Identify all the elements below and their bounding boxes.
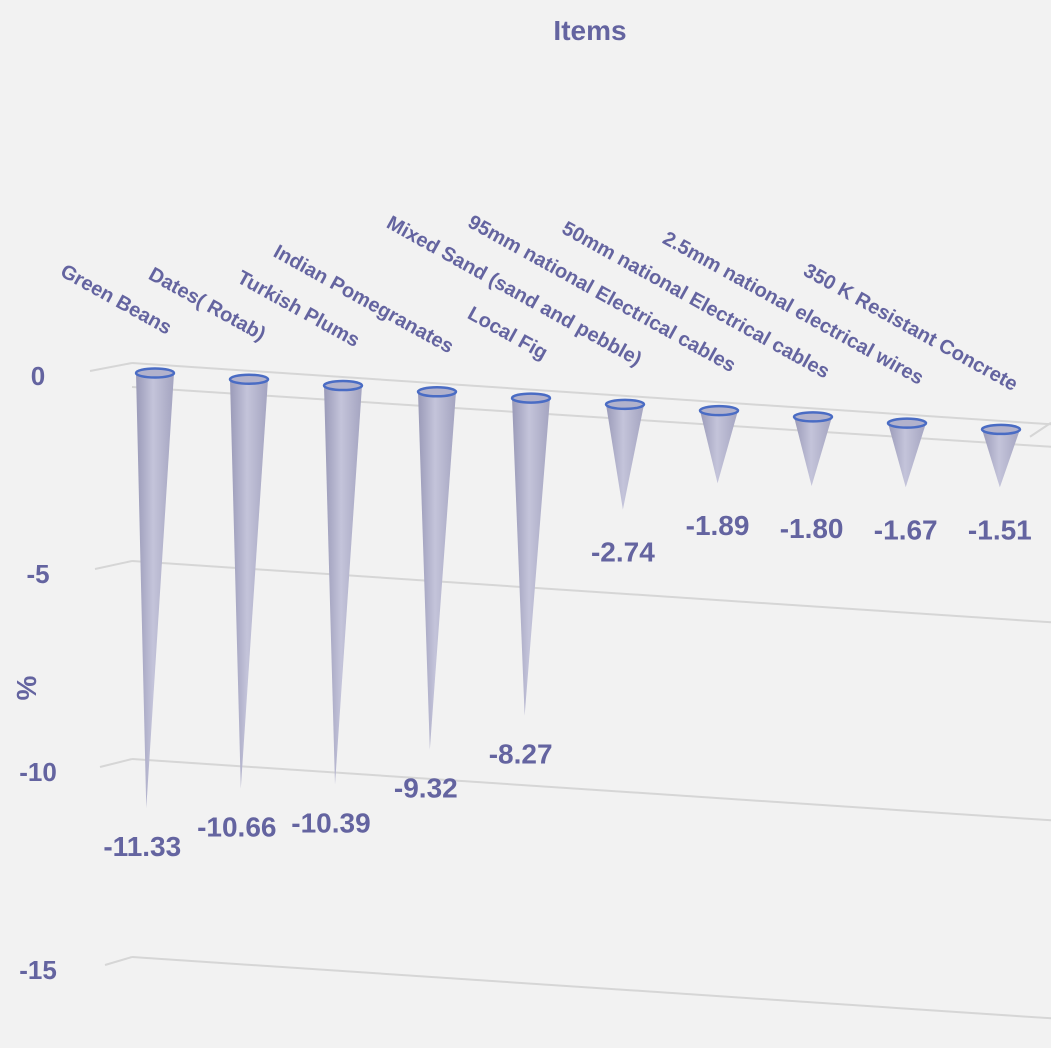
- cone-top: [134, 367, 176, 379]
- gridline: [131, 758, 1051, 822]
- cone-top: [416, 386, 458, 398]
- data-labels: -11.33 -10.66 -10.39 -9.32 -8.27 -2.74 -1.89 -1…: [103, 510, 1031, 862]
- cone-mark: [324, 385, 362, 785]
- cone-mark: [512, 398, 550, 716]
- y-tick-label: -5: [26, 559, 49, 589]
- cone-top: [886, 417, 928, 429]
- cone-top: [698, 404, 740, 417]
- cone-mark: [982, 429, 1020, 488]
- data-label: -11.33: [103, 831, 181, 862]
- data-label: -1.51: [968, 514, 1032, 545]
- gridline: [131, 362, 1051, 426]
- gridline: [104, 956, 133, 966]
- cone-top: [322, 379, 364, 392]
- gridline: [1029, 421, 1051, 438]
- data-label: -9.32: [394, 773, 458, 804]
- cone-mark: [230, 379, 268, 789]
- y-tick-label: 0: [31, 361, 45, 391]
- data-label: -10.39: [291, 808, 370, 839]
- x-axis-title: Items: [553, 15, 626, 46]
- cone-top: [510, 392, 552, 404]
- cone-mark: [700, 410, 738, 484]
- cone-top: [228, 373, 270, 386]
- data-label: -10.66: [197, 812, 276, 843]
- gridline: [94, 560, 133, 570]
- y-tick-label: -15: [19, 955, 57, 985]
- cone-mark: [606, 404, 644, 510]
- cone-mark: [418, 391, 456, 750]
- gridline: [131, 956, 1051, 1020]
- data-label: -1.80: [780, 513, 844, 544]
- cone-top: [980, 423, 1022, 436]
- gridline: [99, 758, 133, 768]
- data-label: -1.67: [874, 514, 938, 545]
- cones: [134, 367, 1022, 809]
- data-label: -2.74: [591, 537, 655, 568]
- gridline: [131, 560, 1051, 624]
- y-tick-label: -10: [19, 757, 57, 787]
- data-label: -8.27: [489, 739, 553, 770]
- cone-mark: [888, 423, 926, 488]
- cone-mark: [136, 373, 174, 809]
- data-label: -1.89: [686, 510, 750, 541]
- y-axis-title: %: [11, 675, 42, 700]
- gridline: [89, 362, 133, 372]
- y-axis-ticks: 0 -5 -10 -15: [19, 361, 57, 985]
- cone-top: [792, 411, 834, 423]
- cone-mark: [794, 416, 832, 487]
- cone-top: [604, 398, 646, 411]
